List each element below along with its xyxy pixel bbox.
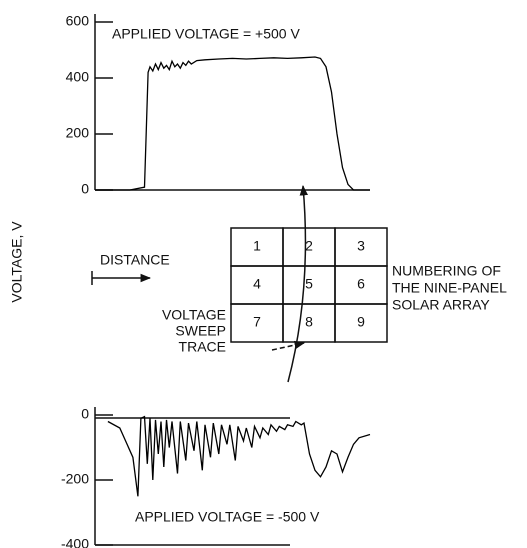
voltage-trace: [95, 56, 370, 191]
panel-number: 1: [253, 238, 261, 254]
sweep-trace-arc: [287, 184, 308, 383]
panel-number: 2: [305, 238, 313, 254]
distance-label: DISTANCE: [100, 252, 170, 268]
panel-number: 6: [357, 276, 365, 292]
y-tick-label: 400: [66, 69, 90, 85]
panel-number: 8: [305, 314, 313, 330]
y-tick-label: -400: [61, 536, 89, 548]
trace-label: VOLTAGE: [162, 307, 226, 323]
y-axis-label: VOLTAGE, V: [9, 221, 25, 303]
panel-caption: NUMBERING OF: [392, 263, 501, 279]
y-tick-label: 200: [66, 125, 90, 141]
y-tick-label: 0: [81, 406, 89, 422]
annotation: APPLIED VOLTAGE = +500 V: [112, 26, 300, 42]
trace-pointer: [271, 340, 306, 351]
panel-number: 4: [253, 276, 261, 292]
trace-label: SWEEP: [175, 323, 226, 339]
panel-number: 3: [357, 238, 365, 254]
panel-number: 9: [357, 314, 365, 330]
panel-caption: SOLAR ARRAY: [392, 297, 490, 313]
voltage-trace: [107, 415, 371, 497]
panel-number: 5: [305, 276, 313, 292]
trace-label: TRACE: [179, 339, 226, 355]
y-tick-label: -200: [61, 471, 89, 487]
annotation: APPLIED VOLTAGE = -500 V: [135, 509, 320, 525]
panel-number: 7: [253, 314, 261, 330]
y-tick-label: 600: [66, 13, 90, 29]
panel-caption: THE NINE-PANEL: [392, 280, 507, 296]
y-tick-label: 0: [81, 181, 89, 197]
panel: [334, 303, 388, 343]
